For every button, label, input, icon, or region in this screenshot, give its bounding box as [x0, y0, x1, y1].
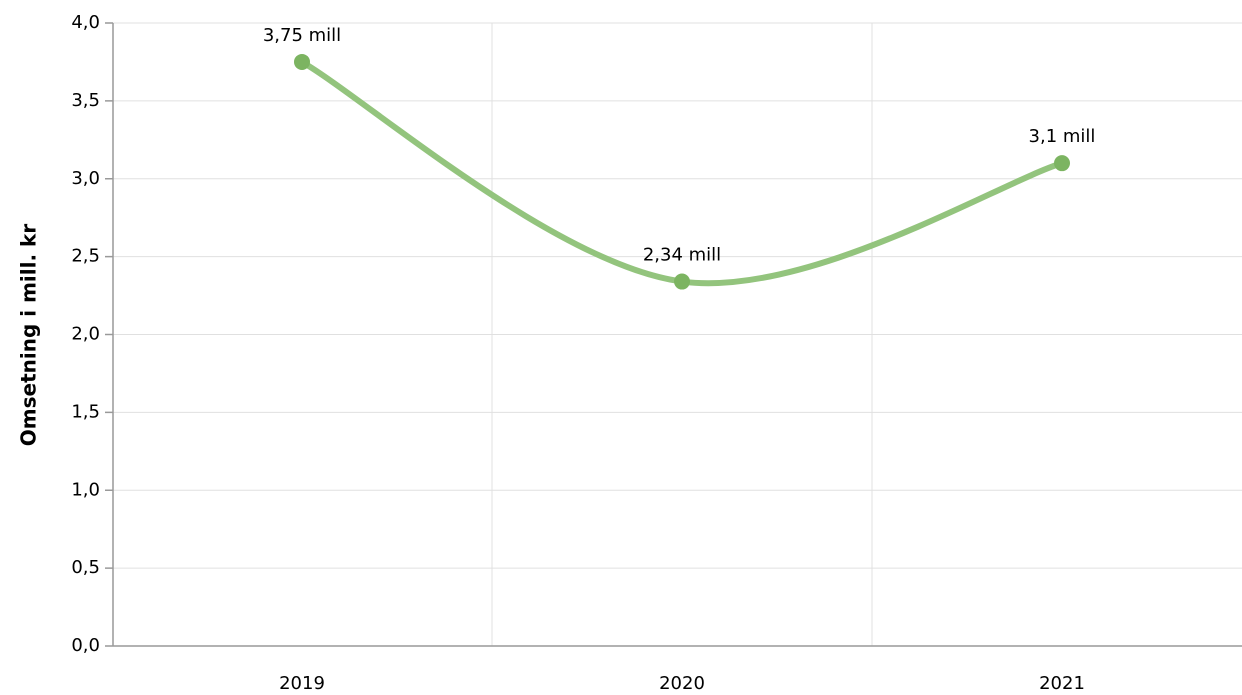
y-tick-label: 1,5	[71, 401, 100, 422]
y-tick-label: 4,0	[71, 12, 100, 33]
marker	[294, 53, 310, 70]
y-tick-label: 1,0	[71, 479, 100, 500]
marker	[1054, 155, 1070, 172]
y-tick-label: 2,5	[71, 246, 100, 267]
x-tick-label: 2019	[279, 673, 325, 694]
x-tick-label: 2020	[659, 673, 705, 694]
y-tick-label: 0,5	[71, 557, 100, 578]
y-tick-label: 0,0	[71, 635, 100, 656]
data-label: 3,75 mill	[263, 25, 341, 46]
y-axis-label: Omsetning i mill. kr	[17, 224, 41, 447]
y-tick-label: 2,0	[71, 324, 100, 345]
marker	[674, 273, 690, 290]
y-tick-label: 3,0	[71, 168, 100, 189]
y-tick-label: 3,5	[71, 90, 100, 111]
data-label: 3,1 mill	[1029, 126, 1096, 147]
data-label: 2,34 mill	[643, 245, 721, 266]
x-tick-label: 2021	[1039, 673, 1085, 694]
